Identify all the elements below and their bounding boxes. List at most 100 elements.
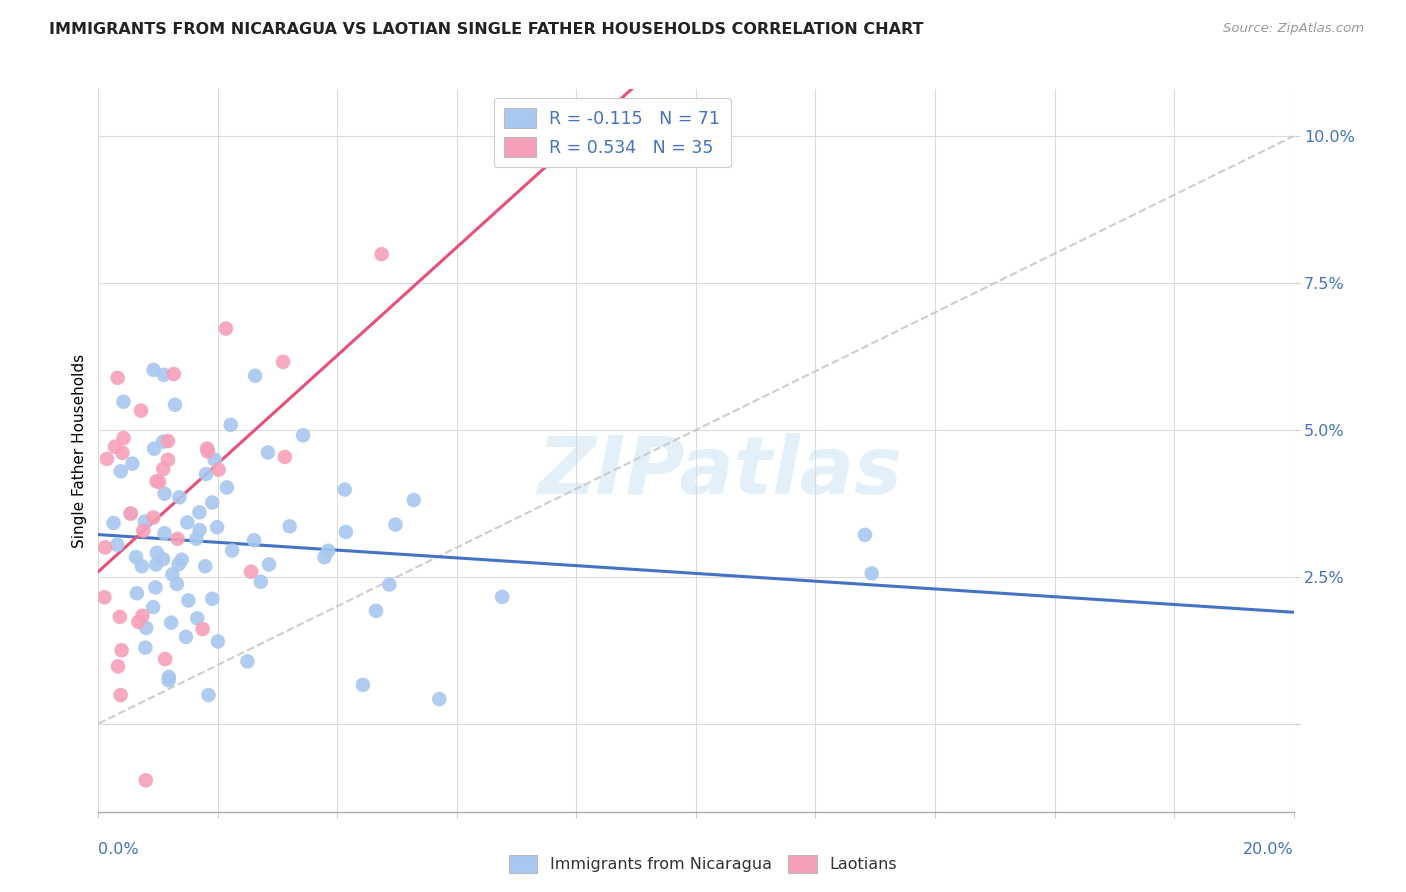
Point [274,450,297,464]
Point [103,516,125,530]
Point [132,524,155,538]
Point [174,630,197,644]
Point [188,523,211,537]
Point [105,538,128,552]
Point [152,434,174,449]
Point [142,510,165,524]
Point [152,368,174,382]
Point [257,558,280,572]
Point [191,622,214,636]
Point [186,611,208,625]
Point [134,640,156,655]
Point [278,519,301,533]
Point [384,517,406,532]
Point [201,591,224,606]
Point [219,417,242,432]
Point [156,453,179,467]
Y-axis label: Single Father Households: Single Father Households [72,353,87,548]
Point [145,558,167,572]
Text: IMMIGRANTS FROM NICARAGUA VS LAOTIAN SINGLE FATHER HOUSEHOLDS CORRELATION CHART: IMMIGRANTS FROM NICARAGUA VS LAOTIAN SIN… [49,22,924,37]
Point [131,608,153,623]
Point [112,431,135,445]
Text: ZIPatlas: ZIPatlas [537,434,903,511]
Point [370,247,392,261]
Point [108,610,131,624]
Point [292,428,315,442]
Point [104,440,127,454]
Point [186,532,208,546]
Point [111,446,134,460]
Point [271,355,294,369]
Point [94,541,117,555]
Point [169,490,191,504]
Point [127,615,149,629]
Point [195,467,218,481]
Text: 0.0%: 0.0% [98,842,139,857]
Point [153,652,176,666]
Point [207,634,229,648]
Point [142,363,165,377]
Point [166,532,188,546]
Point [197,444,219,458]
Point [110,643,132,657]
Point [188,505,211,519]
Point [364,604,387,618]
Point [157,670,180,684]
Point [257,445,280,459]
Point [112,394,135,409]
Point [163,367,186,381]
Point [163,398,186,412]
Point [110,688,132,702]
Text: Source: ZipAtlas.com: Source: ZipAtlas.com [1223,22,1364,36]
Point [205,520,228,534]
Point [145,475,167,489]
Point [316,543,339,558]
Point [156,434,179,448]
Point [153,486,176,500]
Point [195,442,218,456]
Point [157,673,180,688]
Point [166,577,188,591]
Point [197,688,219,702]
Point [491,590,513,604]
Point [176,516,198,530]
Point [243,368,266,383]
Point [110,464,132,478]
Point [204,452,226,467]
Point [107,371,129,385]
Point [215,480,238,494]
Point [853,528,876,542]
Point [177,593,200,607]
Point [162,567,184,582]
Point [142,600,165,615]
Point [860,566,883,581]
Point [131,559,153,574]
Point [125,586,148,600]
Point [96,451,118,466]
Point [93,591,115,605]
Point [152,462,174,476]
Point [152,552,174,566]
Point [402,493,425,508]
Point [143,442,166,456]
Point [201,495,224,509]
Point [243,533,266,548]
Point [146,546,169,560]
Point [148,475,170,489]
Text: 20.0%: 20.0% [1243,842,1294,857]
Point [221,543,243,558]
Point [135,621,157,635]
Point [135,773,157,788]
Legend: Immigrants from Nicaragua, Laotians: Immigrants from Nicaragua, Laotians [502,848,904,880]
Point [120,507,142,521]
Point [378,577,401,591]
Point [314,550,336,565]
Point [249,574,271,589]
Legend: R = -0.115   N = 71, R = 0.534   N = 35: R = -0.115 N = 71, R = 0.534 N = 35 [494,98,731,168]
Point [170,552,193,566]
Point [120,507,142,521]
Point [153,526,176,541]
Point [215,321,238,335]
Point [129,403,152,417]
Point [134,515,156,529]
